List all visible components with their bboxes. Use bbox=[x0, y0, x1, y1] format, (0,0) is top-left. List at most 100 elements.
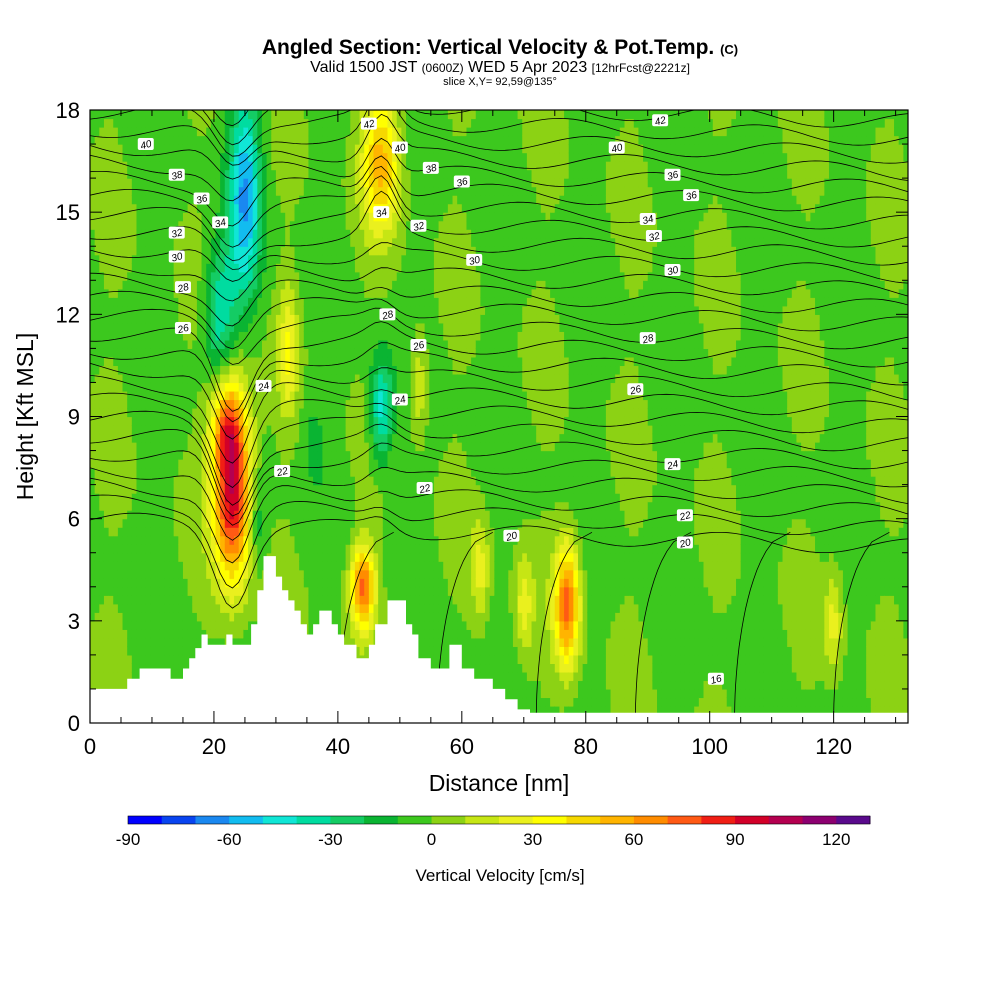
velocity-cell bbox=[206, 339, 212, 349]
velocity-cell bbox=[141, 663, 147, 673]
velocity-cell bbox=[150, 442, 156, 452]
velocity-cell bbox=[187, 459, 193, 469]
velocity-cell bbox=[364, 544, 370, 554]
velocity-cell bbox=[396, 407, 402, 418]
velocity-cell bbox=[201, 484, 207, 494]
velocity-cell bbox=[229, 433, 235, 443]
velocity-cell bbox=[243, 399, 249, 409]
velocity-cell bbox=[155, 603, 161, 613]
velocity-cell bbox=[238, 263, 244, 273]
velocity-cell bbox=[103, 297, 110, 307]
velocity-cell bbox=[103, 561, 110, 571]
velocity-cell bbox=[327, 501, 333, 511]
velocity-cell bbox=[201, 271, 207, 281]
velocity-cell bbox=[303, 195, 310, 205]
velocity-cell bbox=[108, 595, 114, 605]
velocity-cell bbox=[164, 578, 170, 588]
velocity-cell bbox=[299, 569, 305, 579]
velocity-cell bbox=[145, 331, 152, 341]
velocity-cell bbox=[131, 263, 138, 273]
velocity-cell bbox=[373, 348, 379, 358]
velocity-cell bbox=[364, 595, 370, 605]
velocity-cell bbox=[252, 425, 258, 435]
velocity-cell bbox=[224, 127, 231, 137]
velocity-cell bbox=[317, 271, 323, 281]
velocity-cell bbox=[280, 425, 286, 435]
velocity-cell bbox=[164, 203, 170, 213]
velocity-cell bbox=[155, 425, 161, 435]
velocity-cell bbox=[378, 220, 384, 230]
velocity-cell bbox=[238, 493, 244, 503]
velocity-cell bbox=[387, 535, 393, 545]
velocity-cell bbox=[234, 544, 240, 554]
velocity-cell bbox=[261, 527, 268, 537]
velocity-cell bbox=[289, 203, 296, 213]
velocity-cell bbox=[90, 110, 96, 120]
velocity-cell bbox=[350, 476, 356, 486]
velocity-cell bbox=[178, 637, 184, 647]
velocity-cell bbox=[215, 535, 221, 545]
velocity-cell bbox=[192, 433, 198, 443]
velocity-cell bbox=[331, 382, 337, 392]
velocity-cell bbox=[373, 544, 379, 554]
velocity-cell bbox=[94, 603, 100, 613]
velocity-cell bbox=[317, 322, 323, 332]
velocity-cell bbox=[141, 527, 147, 537]
velocity-cell bbox=[131, 612, 138, 622]
velocity-cell bbox=[141, 305, 147, 315]
velocity-cell bbox=[94, 118, 100, 128]
velocity-cell bbox=[141, 654, 147, 665]
velocity-cell bbox=[155, 118, 161, 128]
velocity-cell bbox=[252, 297, 258, 307]
velocity-cell bbox=[131, 365, 138, 375]
velocity-cell bbox=[178, 527, 184, 537]
velocity-cell bbox=[127, 620, 133, 630]
velocity-cell bbox=[150, 629, 156, 639]
velocity-cell bbox=[345, 544, 351, 554]
velocity-cell bbox=[210, 246, 217, 256]
velocity-cell bbox=[159, 561, 165, 571]
velocity-cell bbox=[392, 127, 398, 137]
velocity-cell bbox=[122, 135, 128, 145]
velocity-cell bbox=[308, 297, 314, 307]
velocity-cell bbox=[99, 646, 105, 656]
velocity-cell bbox=[261, 229, 268, 239]
velocity-cell bbox=[117, 578, 124, 588]
velocity-cell bbox=[368, 178, 375, 188]
velocity-cell bbox=[169, 416, 175, 426]
velocity-cell bbox=[401, 484, 407, 494]
velocity-cell bbox=[345, 416, 351, 426]
velocity-cell bbox=[252, 476, 258, 486]
velocity-cell bbox=[90, 178, 96, 188]
velocity-cell bbox=[201, 476, 207, 486]
velocity-cell bbox=[410, 518, 416, 528]
velocity-cell bbox=[136, 595, 142, 605]
velocity-cell bbox=[373, 263, 379, 273]
velocity-cell bbox=[178, 425, 184, 435]
velocity-cell bbox=[210, 365, 217, 375]
velocity-cell bbox=[294, 390, 300, 401]
velocity-cell bbox=[392, 246, 398, 256]
velocity-cell bbox=[331, 297, 337, 307]
velocity-cell bbox=[401, 127, 407, 137]
velocity-cell bbox=[196, 152, 203, 162]
velocity-cell bbox=[122, 425, 128, 435]
velocity-cell bbox=[308, 535, 314, 545]
velocity-cell bbox=[387, 237, 393, 247]
velocity-cell bbox=[90, 348, 96, 358]
velocity-cell bbox=[201, 612, 207, 622]
velocity-cell bbox=[159, 382, 165, 392]
velocity-cell bbox=[224, 212, 231, 222]
velocity-cell bbox=[238, 467, 244, 477]
velocity-cell bbox=[294, 356, 300, 367]
velocity-cell bbox=[345, 612, 351, 622]
velocity-cell bbox=[243, 442, 249, 452]
velocity-cell bbox=[294, 552, 300, 562]
velocity-cell bbox=[401, 365, 407, 375]
velocity-cell bbox=[382, 612, 389, 622]
velocity-cell bbox=[313, 152, 319, 162]
velocity-cell bbox=[117, 552, 124, 562]
velocity-cell bbox=[308, 501, 314, 511]
velocity-cell bbox=[131, 127, 138, 137]
